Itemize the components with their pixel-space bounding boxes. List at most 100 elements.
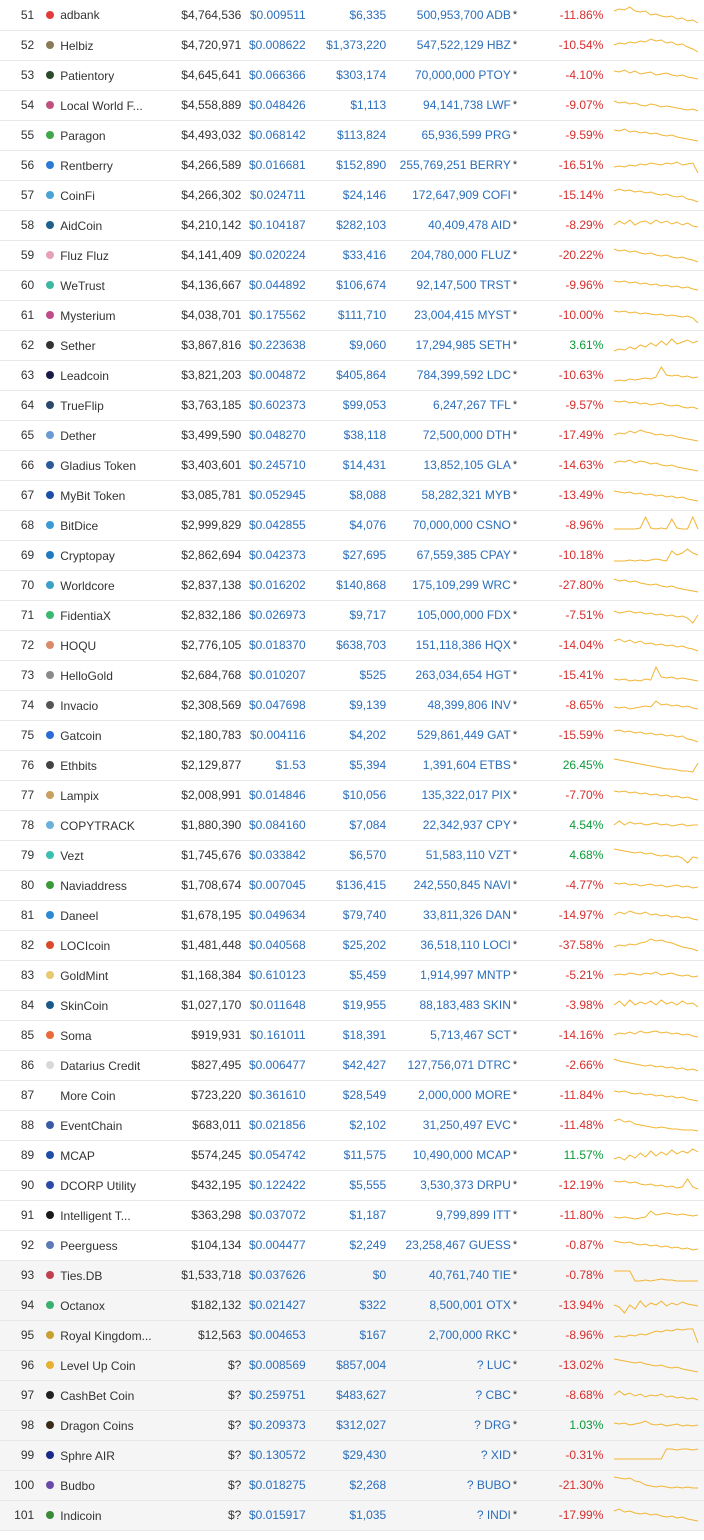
price-sparkline[interactable] <box>609 660 704 690</box>
price-link[interactable]: $0.084160 <box>248 818 306 832</box>
volume-link[interactable]: $6,570 <box>349 848 387 862</box>
coin-name-link[interactable]: MyBit Token <box>60 488 126 503</box>
coin-name-cell[interactable]: COPYTRACK <box>38 810 175 840</box>
coin-name-link[interactable]: FidentiaX <box>60 608 111 623</box>
price-link[interactable]: $0.049634 <box>248 908 306 922</box>
volume-link[interactable]: $9,717 <box>349 608 387 622</box>
price-sparkline[interactable] <box>609 180 704 210</box>
price-sparkline[interactable] <box>609 420 704 450</box>
price-sparkline[interactable] <box>609 900 704 930</box>
price-link[interactable]: $0.048426 <box>248 98 306 112</box>
table-row[interactable]: 83 GoldMint $1,168,384 $0.610123 $5,459 1,914… <box>0 960 704 990</box>
table-row[interactable]: 76 Ethbits $2,129,877 $1.53 $5,394 1,391,604 … <box>0 750 704 780</box>
coin-name-link[interactable]: Budbo <box>60 1478 95 1493</box>
price-link[interactable]: $0.024711 <box>249 188 306 202</box>
coin-name-link[interactable]: Gatcoin <box>60 728 102 743</box>
coin-name-cell[interactable]: Lampix <box>38 780 175 810</box>
circulating-supply-link[interactable]: 9,799,899 ITT <box>436 1208 511 1222</box>
table-row[interactable]: 67 MyBit Token $3,085,781 $0.052945 $8,088 58… <box>0 480 704 510</box>
table-row[interactable]: 101 Indicoin $? $0.015917 $1,035 ? INDI * -17.9… <box>0 1500 704 1530</box>
volume-link[interactable]: $14,431 <box>342 458 387 472</box>
coin-name-cell[interactable]: Octanox <box>38 1290 175 1320</box>
table-row[interactable]: 86 Datarius Credit $827,495 $0.006477 $42,42… <box>0 1050 704 1080</box>
price-link[interactable]: $0.245710 <box>248 458 306 472</box>
price-sparkline[interactable] <box>609 1110 704 1140</box>
price-link[interactable]: $1.53 <box>275 758 306 772</box>
volume-link[interactable]: $4,202 <box>349 728 387 742</box>
circulating-supply-link[interactable]: 151,118,386 HQX <box>415 638 511 652</box>
coin-name-cell[interactable]: WeTrust <box>38 270 175 300</box>
table-row[interactable]: 79 Vezt $1,745,676 $0.033842 $6,570 51,583,11… <box>0 840 704 870</box>
circulating-supply-link[interactable]: 5,713,467 SCT <box>430 1028 511 1042</box>
table-row[interactable]: 52 Helbiz $4,720,971 $0.008622 $1,373,220 547… <box>0 30 704 60</box>
price-sparkline[interactable] <box>609 90 704 120</box>
volume-link[interactable]: $857,004 <box>336 1358 387 1372</box>
table-row[interactable]: 84 SkinCoin $1,027,170 $0.011648 $19,955 88,1… <box>0 990 704 1020</box>
price-sparkline[interactable] <box>609 300 704 330</box>
table-row[interactable]: 64 TrueFlip $3,763,185 $0.602373 $99,053 6,24… <box>0 390 704 420</box>
table-row[interactable]: 58 AidCoin $4,210,142 $0.104187 $282,103 40,4… <box>0 210 704 240</box>
table-row[interactable]: 81 Daneel $1,678,195 $0.049634 $79,740 33,811… <box>0 900 704 930</box>
table-row[interactable]: 89 MCAP $574,245 $0.054742 $11,575 10,490,000… <box>0 1140 704 1170</box>
coin-name-cell[interactable]: SkinCoin <box>38 990 175 1020</box>
price-sparkline[interactable] <box>609 1290 704 1320</box>
coin-name-link[interactable]: Mysterium <box>60 308 116 323</box>
table-row[interactable]: 96 Level Up Coin $? $0.008569 $857,004 ? LUC *… <box>0 1350 704 1380</box>
coin-name-cell[interactable]: Royal Kingdom... <box>38 1320 175 1350</box>
price-sparkline[interactable] <box>609 60 704 90</box>
circulating-supply-link[interactable]: 13,852,105 GLA <box>423 458 511 472</box>
coin-name-link[interactable]: Patientory <box>60 68 115 83</box>
coin-name-link[interactable]: Helbiz <box>60 38 94 53</box>
price-sparkline[interactable] <box>609 150 704 180</box>
coin-name-link[interactable]: adbank <box>60 8 100 23</box>
circulating-supply-link[interactable]: 33,811,326 DAN <box>423 908 511 922</box>
price-link[interactable]: $0.004116 <box>249 728 306 742</box>
price-sparkline[interactable] <box>609 270 704 300</box>
circulating-supply-link[interactable]: ? INDI <box>476 1508 511 1522</box>
coin-name-cell[interactable]: EventChain <box>38 1110 175 1140</box>
price-link[interactable]: $0.161011 <box>249 1028 306 1042</box>
coin-name-cell[interactable]: Gladius Token <box>38 450 175 480</box>
table-row[interactable]: 65 Dether $3,499,590 $0.048270 $38,118 72,500… <box>0 420 704 450</box>
circulating-supply-link[interactable]: 2,700,000 RKC <box>428 1328 511 1342</box>
price-sparkline[interactable] <box>609 1020 704 1050</box>
price-link[interactable]: $0.009511 <box>249 7 306 22</box>
volume-link[interactable]: $1,113 <box>350 98 387 112</box>
table-row[interactable]: 60 WeTrust $4,136,667 $0.044892 $106,674 92,1… <box>0 270 704 300</box>
circulating-supply-link[interactable]: 8,500,001 OTX <box>429 1298 511 1312</box>
price-sparkline[interactable] <box>609 510 704 540</box>
price-sparkline[interactable] <box>609 1500 704 1530</box>
volume-link[interactable]: $303,174 <box>336 68 387 82</box>
volume-link[interactable]: $19,955 <box>342 998 387 1012</box>
circulating-supply-link[interactable]: 70,000,000 PTOY <box>415 68 511 82</box>
price-link[interactable]: $0.014846 <box>248 788 306 802</box>
coin-name-link[interactable]: AidCoin <box>60 218 103 233</box>
circulating-supply-link[interactable]: 17,294,985 SETH <box>415 338 511 352</box>
price-link[interactable]: $0.037072 <box>248 1208 306 1222</box>
coin-name-cell[interactable]: Worldcore <box>38 570 175 600</box>
coin-name-link[interactable]: Fluz Fluz <box>60 248 109 263</box>
volume-link[interactable]: $152,890 <box>336 158 387 172</box>
price-link[interactable]: $0.122422 <box>248 1178 306 1192</box>
circulating-supply-link[interactable]: 6,247,267 TFL <box>433 398 511 412</box>
coin-name-link[interactable]: Invacio <box>60 698 99 713</box>
coin-name-link[interactable]: Ethbits <box>60 758 97 773</box>
price-sparkline[interactable] <box>609 120 704 150</box>
volume-link[interactable]: $28,549 <box>342 1088 387 1102</box>
price-link[interactable]: $0.223638 <box>248 338 306 352</box>
coin-name-cell[interactable]: Helbiz <box>38 30 175 60</box>
circulating-supply-link[interactable]: 51,583,110 VZT <box>425 848 511 862</box>
price-sparkline[interactable] <box>609 1200 704 1230</box>
price-link[interactable]: $0.016681 <box>248 158 306 172</box>
circulating-supply-link[interactable]: 72,500,000 DTH <box>422 428 511 442</box>
circulating-supply-link[interactable]: 263,034,654 HGT <box>415 668 511 682</box>
circulating-supply-link[interactable]: 36,518,110 LOCI <box>420 938 511 952</box>
circulating-supply-link[interactable]: ? LUC <box>476 1358 511 1372</box>
price-sparkline[interactable] <box>609 630 704 660</box>
coin-name-cell[interactable]: HOQU <box>38 630 175 660</box>
price-sparkline[interactable] <box>609 810 704 840</box>
volume-link[interactable]: $1,373,220 <box>326 38 387 52</box>
table-row[interactable]: 88 EventChain $683,011 $0.021856 $2,102 31,25… <box>0 1110 704 1140</box>
table-row[interactable]: 82 LOCIcoin $1,481,448 $0.040568 $25,202 36,5… <box>0 930 704 960</box>
price-link[interactable]: $0.040568 <box>248 938 306 952</box>
